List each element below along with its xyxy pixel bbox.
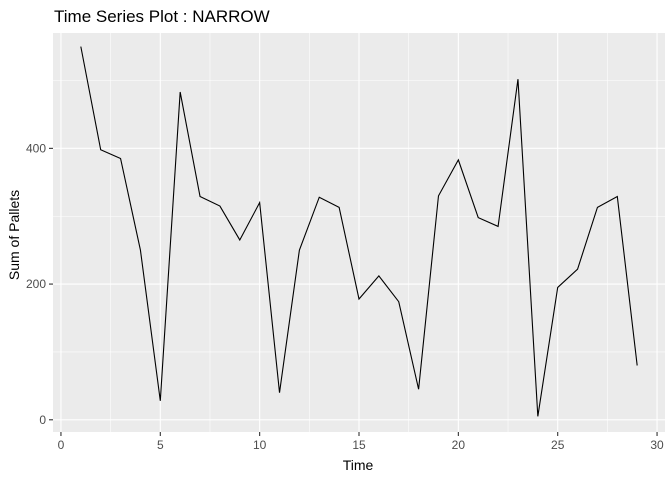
data-point: [516, 78, 519, 81]
data-point: [437, 194, 440, 197]
data-point: [238, 238, 241, 241]
data-point: [179, 91, 182, 94]
data-point: [139, 249, 142, 252]
data-point: [536, 415, 539, 418]
data-point: [358, 298, 361, 301]
y-tick-label: 0: [39, 413, 46, 427]
data-point: [199, 195, 202, 198]
data-point: [636, 364, 639, 367]
y-tick-label: 400: [26, 141, 46, 155]
chart-title: Time Series Plot : NARROW: [54, 7, 270, 26]
data-point: [298, 249, 301, 252]
data-point: [318, 196, 321, 199]
data-point: [497, 225, 500, 228]
data-point: [338, 206, 341, 209]
data-point: [377, 274, 380, 277]
y-axis: 0 200 400: [26, 141, 53, 427]
x-tick-label: 20: [452, 438, 466, 452]
data-point: [457, 158, 460, 161]
x-axis-title: Time: [343, 457, 374, 473]
data-point: [556, 286, 559, 289]
data-point: [477, 216, 480, 219]
data-point: [616, 195, 619, 198]
x-tick-label: 15: [352, 438, 366, 452]
data-point: [596, 206, 599, 209]
x-tick-label: 25: [551, 438, 565, 452]
data-point: [119, 157, 122, 160]
data-point: [99, 148, 102, 151]
y-axis-title: Sum of Pallets: [6, 190, 22, 280]
major-gridlines: [53, 33, 665, 432]
data-point: [278, 391, 281, 394]
x-tick-label: 30: [650, 438, 664, 452]
x-tick-label: 5: [157, 438, 164, 452]
minor-gridlines: [53, 33, 665, 432]
x-axis: 0 5 10 15 20 25 30: [58, 432, 664, 452]
y-tick-label: 200: [26, 277, 46, 291]
data-point: [417, 388, 420, 391]
series-line: [80, 46, 638, 417]
data-point: [218, 205, 221, 208]
x-tick-label: 0: [58, 438, 65, 452]
data-point: [79, 45, 82, 48]
x-tick-label: 10: [253, 438, 267, 452]
data-point: [397, 300, 400, 303]
data-point: [258, 201, 261, 204]
data-point: [576, 268, 579, 271]
data-point: [159, 399, 162, 402]
